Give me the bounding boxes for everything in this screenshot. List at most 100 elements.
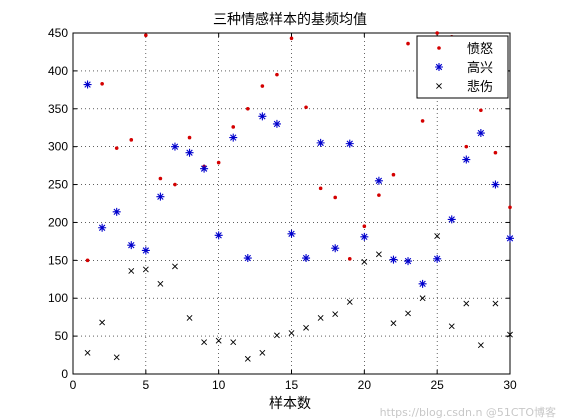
marker-x [157,280,164,287]
marker-asterisk [243,254,252,263]
data-point [98,223,107,232]
y-tick-label: 0 [61,367,68,381]
y-tick-label: 200 [48,215,68,229]
marker-x [507,331,513,338]
marker-x [274,332,280,339]
marker-dot [216,160,221,165]
data-point [303,324,309,331]
data-point [318,186,323,191]
data-point [201,339,208,346]
data-point [113,354,120,361]
marker-x [419,295,426,302]
data-point [85,258,90,263]
marker-dot [304,105,308,110]
data-point [448,323,455,330]
marker-x [186,315,193,321]
legend-label: 高兴 [467,60,493,76]
marker-asterisk [83,80,92,89]
marker-asterisk [435,63,443,71]
data-point [390,320,397,327]
marker-x [390,320,397,327]
marker-asterisk [287,229,296,238]
marker-asterisk [374,176,383,185]
marker-asterisk [112,207,121,216]
data-point [243,254,252,263]
marker-asterisk [476,129,485,138]
marker-asterisk [316,138,325,147]
x-tick-label: 30 [503,378,517,392]
marker-dot [333,195,338,200]
y-tick-label: 100 [48,291,68,305]
chart-title: 三种情感样本的基频均值 [213,11,367,28]
marker-dot [260,84,265,88]
marker-asterisk [302,254,311,263]
x-axis-label: 样本数 [269,396,311,412]
data-point [157,280,164,287]
data-point [289,36,294,41]
marker-asterisk [127,241,136,250]
x-tick-label: 0 [70,378,77,392]
marker-x [361,258,368,265]
data-point [404,257,413,266]
marker-x [201,339,208,346]
data-point [244,355,251,362]
marker-dot [479,108,483,113]
marker-asterisk [447,215,456,224]
marker-x [463,300,470,307]
x-tick-label: 20 [358,378,372,392]
marker-asterisk [170,142,179,151]
data-point [200,164,209,173]
legend-label: 悲伤 [467,79,493,95]
data-point [492,300,499,307]
data-point [142,266,149,273]
marker-asterisk [185,148,194,157]
data-point [272,119,281,128]
data-point [274,332,280,339]
data-point [258,112,267,121]
y-tick-label: 350 [48,102,68,116]
data-point [391,172,396,177]
data-point [333,195,338,200]
data-point [316,138,325,147]
marker-dot [246,106,250,111]
data-point [435,31,439,35]
data-point [158,176,163,181]
data-point [214,231,223,240]
data-point [275,72,279,77]
data-point [187,135,192,140]
data-point [83,80,92,89]
marker-x [142,266,149,273]
data-point [84,349,91,356]
data-point [331,244,340,253]
marker-x [215,337,222,344]
watermark: https://blog.csdn.n @51CTO博客 [380,405,556,419]
data-point [112,207,121,216]
marker-asterisk [462,155,471,164]
data-point [288,330,295,336]
y-tick-label: 50 [55,329,69,343]
marker-x [230,339,237,346]
data-point [360,232,369,241]
data-point [229,133,238,142]
data-point [141,246,150,255]
marker-asterisk [506,234,514,243]
data-point [419,295,426,302]
marker-dot [318,186,323,191]
data-point [129,138,134,142]
marker-asterisk [389,255,398,264]
marker-dot [100,81,104,86]
data-point [418,279,427,288]
data-point [302,254,311,263]
marker-x [492,300,499,307]
marker-asterisk [156,192,165,201]
data-point [420,119,425,123]
data-point [172,263,178,270]
legend-label: 愤怒 [467,42,493,57]
marker-x [84,349,91,356]
marker-asterisk [418,279,427,288]
marker-asterisk [491,180,500,189]
data-point [377,193,381,197]
marker-x [405,310,411,317]
data-point [215,337,222,344]
